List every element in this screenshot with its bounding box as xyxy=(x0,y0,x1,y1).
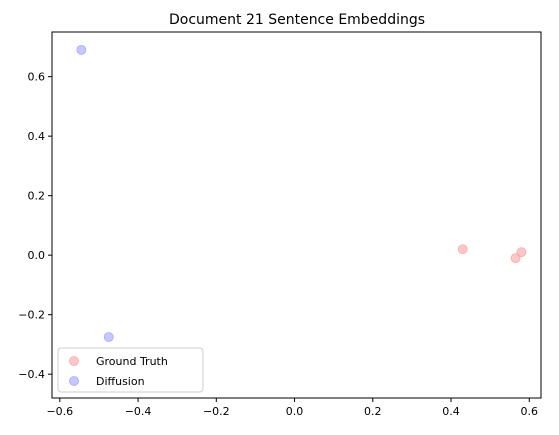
y-tick-label: 0.0 xyxy=(28,249,46,262)
diffusion-point xyxy=(104,333,113,342)
diffusion-point xyxy=(77,45,86,54)
y-tick-label: 0.6 xyxy=(28,71,46,84)
legend-label: Diffusion xyxy=(96,375,145,388)
x-tick-label: 0.0 xyxy=(286,405,304,418)
x-axis: −0.6 −0.4 −0.2 0.0 0.2 0.4 0.6 xyxy=(46,398,538,418)
chart-title: Document 21 Sentence Embeddings xyxy=(169,12,425,28)
legend: Ground Truth Diffusion xyxy=(58,348,203,392)
legend-label: Ground Truth xyxy=(96,355,168,368)
x-tick-label: −0.4 xyxy=(125,405,152,418)
y-tick-label: −0.2 xyxy=(18,309,45,322)
ground-truth-point xyxy=(458,245,467,254)
x-tick-label: −0.2 xyxy=(203,405,230,418)
x-tick-label: 0.4 xyxy=(442,405,460,418)
legend-marker xyxy=(70,357,79,366)
legend-marker xyxy=(70,377,79,386)
y-tick-label: −0.4 xyxy=(18,368,45,381)
ground-truth-point xyxy=(511,254,520,263)
y-tick-label: 0.2 xyxy=(28,190,46,203)
x-tick-label: 0.6 xyxy=(521,405,539,418)
y-tick-label: 0.4 xyxy=(28,130,46,143)
plot-area xyxy=(77,45,526,341)
x-tick-label: 0.2 xyxy=(364,405,382,418)
axes-frame xyxy=(52,32,541,398)
x-tick-label: −0.6 xyxy=(46,405,73,418)
y-axis: −0.4 −0.2 0.0 0.2 0.4 0.6 xyxy=(18,71,52,382)
